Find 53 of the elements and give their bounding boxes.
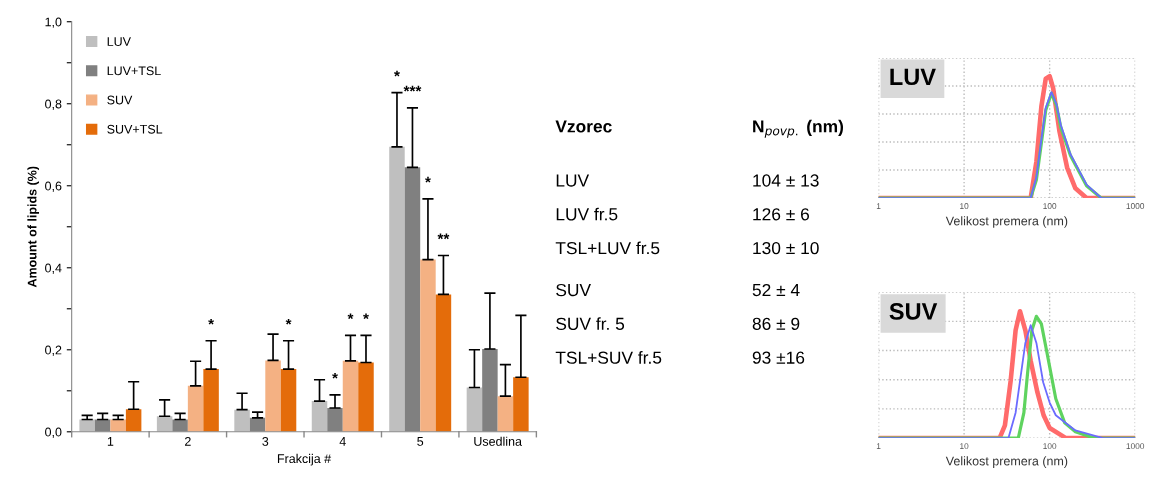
text: LUV	[556, 174, 590, 187]
x-axis-title: Velikost premera (nm)	[945, 216, 1068, 228]
annotation: ***	[403, 85, 422, 92]
y-tick-label: 0,2	[45, 345, 62, 356]
y-axis-title: Amount of lipids (%)	[27, 166, 40, 288]
chart-title: SUV	[889, 303, 938, 320]
x-tick-label: 3	[262, 436, 269, 446]
x-tick-label: 100	[1043, 203, 1057, 210]
text: TSL+LUV fr.5	[555, 241, 660, 255]
legend-label: SUV	[107, 95, 133, 105]
x-tick-label: 4	[339, 437, 346, 446]
text: 93 ±16	[752, 351, 805, 364]
text: LUV fr.5	[556, 207, 618, 221]
x-tick-label: 2	[185, 436, 191, 446]
annotation: *	[394, 70, 400, 77]
x-tick-label: 1	[107, 437, 114, 446]
x-tick-label: 1000	[1126, 443, 1145, 450]
annotation: *	[332, 372, 338, 379]
text: TSL+SUV fr.5	[555, 351, 662, 364]
text: N$_{povp.}$ (nm)	[753, 119, 844, 138]
y-tick-label: 1,0	[45, 17, 62, 28]
y-tick-label: 0,6	[45, 181, 62, 192]
y-tick-label: 0,8	[45, 99, 62, 110]
legend-label: LUV+TSL	[107, 66, 161, 76]
annotation: *	[285, 318, 292, 325]
text: 86 ± 9	[752, 317, 800, 330]
y-tick-label: 0,4	[45, 263, 62, 274]
x-tick-label: 1	[876, 443, 881, 449]
annotation: *	[347, 313, 354, 320]
x-tick-label: 1000	[1126, 203, 1145, 210]
y-tick-label: 0,0	[45, 427, 62, 438]
legend-label: LUV	[107, 37, 131, 46]
x-tick-label: 1	[876, 203, 881, 209]
text: Vzorec	[555, 120, 612, 133]
x-tick-label: Usedlina	[474, 436, 522, 446]
text: 126 ± 6	[753, 208, 810, 221]
x-axis-title: Frakcija #	[277, 453, 332, 466]
x-tick-label: 10	[960, 203, 969, 210]
x-tick-label: 100	[1043, 443, 1057, 450]
text: SUV	[556, 283, 591, 297]
annotation: *	[208, 318, 215, 325]
legend-label: SUV+TSL	[107, 124, 163, 134]
chart-title: LUV	[890, 68, 936, 86]
annotation: *	[425, 176, 431, 183]
text: SUV fr. 5	[556, 317, 625, 330]
text: 130 ± 10	[753, 241, 819, 255]
text: 104 ± 13	[753, 174, 819, 187]
text: 52 ± 4	[752, 283, 800, 297]
x-axis-title: Velikost premera (nm)	[945, 456, 1068, 468]
annotation: *	[363, 313, 369, 320]
annotation: **	[437, 233, 450, 240]
x-tick-label: 10	[960, 443, 969, 450]
x-tick-label: 5	[417, 437, 424, 446]
